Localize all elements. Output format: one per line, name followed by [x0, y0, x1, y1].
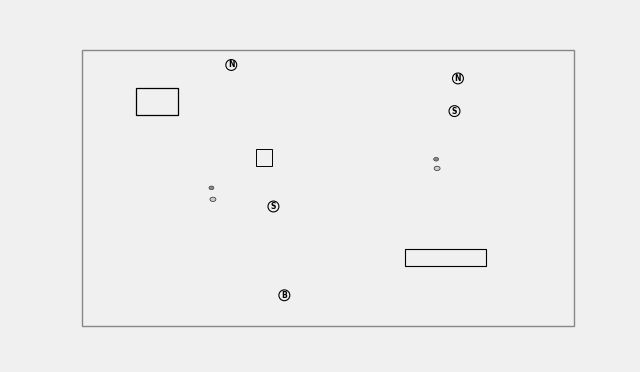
Text: S: S — [271, 202, 276, 211]
Text: 14750: 14750 — [275, 145, 299, 154]
Text: (A): (A) — [208, 115, 220, 124]
Text: 14775: 14775 — [381, 173, 405, 182]
Text: 14755: 14755 — [276, 167, 300, 176]
Ellipse shape — [260, 261, 277, 273]
Text: 14711: 14711 — [191, 113, 216, 122]
Text: 08223-84510: 08223-84510 — [154, 69, 204, 78]
Bar — [256, 149, 273, 166]
Ellipse shape — [422, 150, 450, 169]
Text: (2): (2) — [284, 208, 294, 217]
Text: 14750: 14750 — [471, 223, 495, 232]
Text: 14719: 14719 — [400, 95, 424, 104]
Text: 14711: 14711 — [385, 74, 409, 83]
Text: 14741A: 14741A — [188, 208, 218, 217]
Ellipse shape — [444, 94, 449, 97]
Ellipse shape — [402, 114, 413, 130]
Text: 14775: 14775 — [132, 184, 156, 193]
Ellipse shape — [201, 180, 222, 196]
Ellipse shape — [210, 197, 216, 202]
Ellipse shape — [434, 157, 438, 161]
Text: A⋅7；00⋅3: A⋅7；00⋅3 — [526, 316, 560, 325]
Polygon shape — [227, 113, 248, 122]
Ellipse shape — [417, 87, 432, 108]
Text: 14771: 14771 — [395, 228, 419, 237]
Text: 08918-20810: 08918-20810 — [465, 74, 515, 83]
Text: 14710: 14710 — [250, 291, 274, 300]
Ellipse shape — [195, 176, 228, 200]
Ellipse shape — [415, 116, 428, 134]
Text: (2): (2) — [468, 80, 479, 89]
Text: (2): (2) — [294, 296, 305, 305]
Ellipse shape — [248, 116, 255, 121]
Ellipse shape — [209, 186, 214, 190]
Text: 14719: 14719 — [240, 270, 264, 279]
Ellipse shape — [255, 257, 282, 276]
Text: 14741A: 14741A — [388, 214, 417, 222]
Text: 14821: 14821 — [218, 164, 242, 173]
Ellipse shape — [205, 112, 225, 128]
Bar — [405, 250, 486, 266]
Ellipse shape — [404, 90, 416, 107]
Text: FED,CAN: FED,CAN — [426, 253, 464, 262]
Text: STUD スタッド(2): STUD スタッド(2) — [390, 150, 442, 158]
Ellipse shape — [420, 91, 429, 104]
Text: 14755: 14755 — [441, 190, 465, 199]
Text: 14771: 14771 — [231, 198, 255, 207]
Text: 14719: 14719 — [198, 91, 221, 100]
Text: 08360-5205D: 08360-5205D — [461, 107, 513, 116]
Text: CAL: CAL — [141, 89, 157, 98]
Text: (2): (2) — [465, 112, 475, 121]
Ellipse shape — [391, 88, 402, 104]
Text: 14821: 14821 — [451, 208, 475, 217]
Text: (2): (2) — [241, 67, 252, 76]
Text: B: B — [282, 291, 287, 300]
Text: STUD スタッド(2): STUD スタッド(2) — [154, 75, 206, 84]
Text: S: S — [452, 107, 457, 116]
Text: 08070-8201A: 08070-8201A — [291, 291, 342, 300]
Text: 08223-84510: 08223-84510 — [390, 144, 441, 153]
Text: 14710: 14710 — [413, 74, 437, 83]
Text: 14890M: 14890M — [89, 155, 120, 164]
Bar — [136, 88, 178, 115]
Text: N: N — [454, 74, 461, 83]
Ellipse shape — [434, 166, 440, 170]
Text: 08360-5205D: 08360-5205D — [280, 202, 332, 211]
Text: 14710: 14710 — [208, 109, 232, 118]
Text: N: N — [228, 61, 234, 70]
Polygon shape — [193, 113, 205, 125]
Ellipse shape — [428, 153, 445, 166]
Text: 14720: 14720 — [178, 180, 202, 189]
Text: (B): (B) — [250, 296, 260, 305]
Text: 14720: 14720 — [381, 118, 405, 127]
Text: 08918-20810: 08918-20810 — [237, 61, 289, 70]
Text: 14958P: 14958P — [141, 97, 176, 106]
